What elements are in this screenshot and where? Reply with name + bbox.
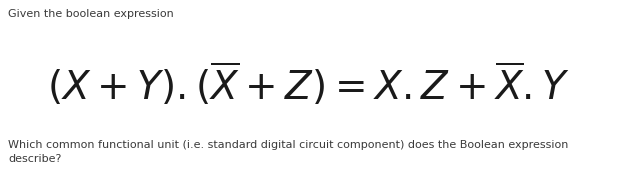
Text: Which common functional unit (i.e. standard digital circuit component) does the : Which common functional unit (i.e. stand… [8,140,569,164]
Text: Given the boolean expression: Given the boolean expression [8,9,174,19]
Text: $(X+Y).(\overline{X}+Z)=X.Z+\overline{X}.Y$: $(X+Y).(\overline{X}+Z)=X.Z+\overline{X}… [48,61,570,108]
